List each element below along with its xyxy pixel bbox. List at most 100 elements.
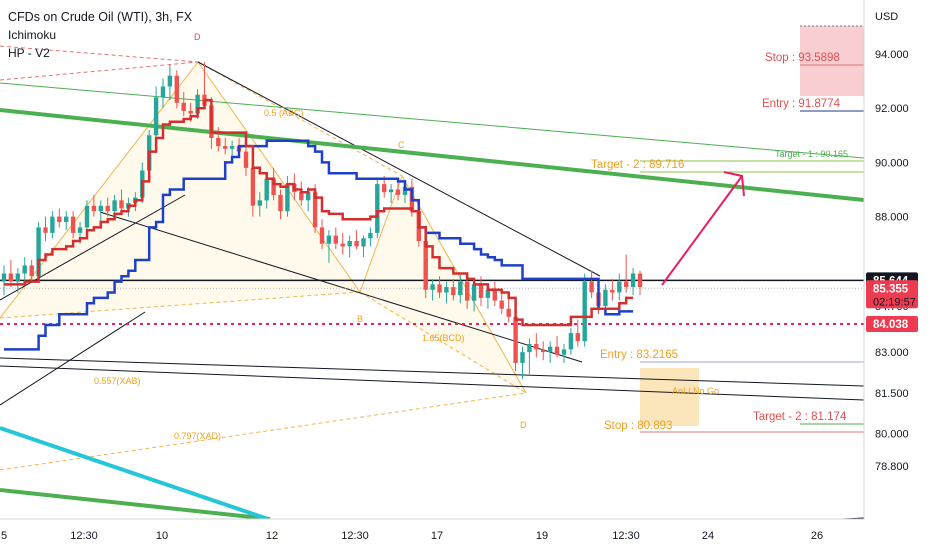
time-tick-label: 24: [702, 530, 714, 542]
candle: [589, 270, 594, 298]
pattern-red-dashed-2: [0, 61, 199, 81]
price-badge-value: 85.355: [873, 283, 909, 295]
level-labels: Stop : 93.5898 Entry : 91.8774 Target - …: [591, 52, 848, 432]
label-aoi: AoI / No Go: [672, 386, 719, 396]
price-tick-label: 80.000: [875, 428, 909, 440]
candle: [105, 197, 110, 217]
candle: [430, 278, 435, 301]
label-stop-top: Stop : 93.5898: [765, 52, 840, 64]
candle: [29, 259, 34, 282]
candle: [1, 265, 7, 296]
candle: [582, 273, 587, 347]
candle: [554, 335, 560, 358]
candle: [388, 184, 394, 204]
candle: [520, 346, 525, 380]
label-ratio-xad: 0.797(XAD): [174, 431, 221, 441]
time-tick-label: 12: [266, 530, 278, 542]
time-tick-label: 5: [1, 530, 7, 542]
candle: [84, 200, 90, 233]
candle: [630, 268, 636, 296]
candle: [492, 281, 497, 307]
chart-legend: CFDs on Crude Oil (WTI), 3h, FX Ichimoku…: [8, 8, 192, 62]
candle: [160, 78, 166, 109]
price-tick-label: 88.000: [875, 212, 909, 224]
candle: [8, 259, 14, 288]
candle: [22, 257, 27, 285]
label-target2-top: Target - 2 : 89.716: [591, 159, 684, 171]
candle: [257, 192, 262, 217]
price-badge: 84.038: [866, 316, 918, 332]
label-c: C: [398, 140, 405, 150]
stop-zone-top: [800, 26, 864, 96]
price-tick-label: 81.500: [875, 388, 909, 400]
label-entry-top: Entry : 91.8774: [762, 98, 841, 110]
legend-indicator-hp[interactable]: HP - V2: [8, 46, 50, 60]
time-tick-label: 12:30: [341, 530, 369, 542]
ichimoku-red-line: [4, 98, 634, 327]
candle: [506, 297, 511, 323]
candle: [167, 64, 173, 101]
candle: [340, 232, 345, 255]
time-tick-label: 26: [811, 530, 823, 542]
candle: [610, 278, 615, 301]
candle: [451, 278, 456, 301]
candle: [568, 327, 574, 355]
candle: [223, 138, 228, 155]
candle: [637, 270, 643, 296]
candle: [299, 181, 304, 206]
currency-label: USD: [875, 11, 898, 23]
candle: [119, 189, 124, 214]
candle: [575, 319, 580, 347]
harmonic-pattern: [0, 61, 527, 471]
candle: [285, 175, 290, 217]
candle: [458, 273, 463, 304]
candle: [624, 254, 629, 293]
candle: [181, 91, 186, 117]
legend-indicator-ichimoku[interactable]: Ichimoku: [8, 28, 57, 42]
label-entry-bottom: Entry : 83.2165: [600, 349, 678, 361]
time-tick-label: 12:30: [612, 530, 640, 542]
candle: [43, 216, 48, 241]
price-badge-countdown: 02:19:57: [873, 296, 916, 308]
candle: [527, 338, 532, 374]
candle: [478, 276, 484, 307]
candle: [153, 86, 159, 141]
candle: [547, 341, 553, 363]
candle: [216, 127, 221, 152]
candle: [333, 227, 338, 250]
time-tick-label: 17: [431, 530, 443, 542]
candle: [174, 70, 179, 109]
candle: [499, 292, 504, 315]
candle: [444, 281, 449, 304]
pattern-red-dashed: [0, 45, 199, 63]
candle: [617, 273, 622, 301]
label-d-bottom: D: [520, 420, 527, 430]
green-channel-upper: [0, 108, 865, 202]
label-target2-bottom: Target - 2 : 81.174: [753, 411, 847, 423]
price-badge-value: 84.038: [873, 319, 909, 331]
price-tick-label: 92.000: [875, 103, 909, 115]
candle: [561, 343, 567, 363]
label-ratio-abc: 0.5 (ABC): [264, 108, 304, 118]
candle: [465, 276, 470, 309]
pattern-fill-bcd: [360, 176, 526, 393]
candle: [534, 333, 539, 358]
candle: [278, 189, 283, 220]
candle: [354, 230, 359, 250]
label-target1-top: Target - 1 : 90.165: [775, 149, 848, 159]
time-axis[interactable]: [0, 519, 864, 550]
price-axis-ticks: 94.000 92.000 90.000 88.000 83.000 81.500 80.0…: [875, 49, 909, 473]
candle: [64, 211, 69, 231]
legend-title[interactable]: CFDs on Crude Oil (WTI), 3h, FX: [8, 10, 193, 24]
candle: [513, 311, 518, 372]
level-lines: [640, 64, 864, 433]
candle: [243, 146, 249, 176]
candle: [250, 162, 256, 217]
candle: [319, 219, 325, 250]
candle: [326, 230, 332, 263]
label-stop-bottom: Stop : 80.893: [604, 420, 672, 432]
candle: [98, 200, 103, 223]
candle: [70, 211, 76, 239]
